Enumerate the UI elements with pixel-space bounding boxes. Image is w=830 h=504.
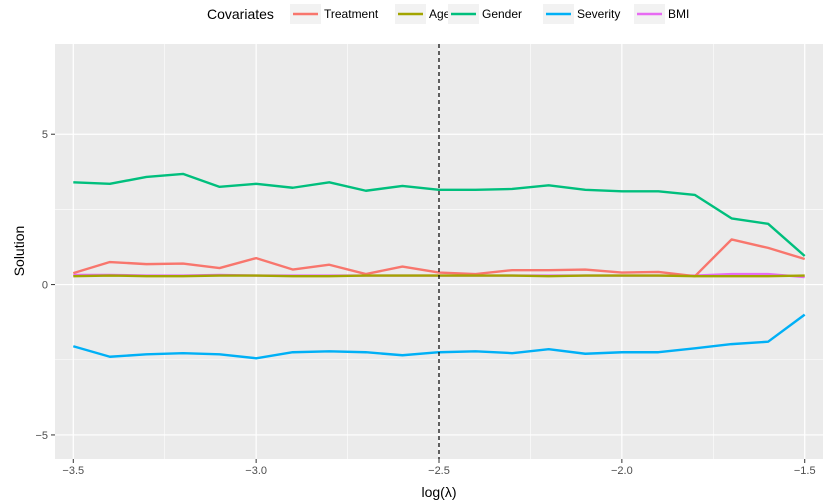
x-tick-label: −1.5 (794, 465, 816, 477)
y-axis-ticks: −5 0 5 (35, 129, 55, 442)
x-tick-label: −3.0 (245, 465, 267, 477)
legend-label-gender: Gender (482, 7, 522, 21)
y-axis-title: Solution (11, 226, 27, 277)
legend: Covariates Treatment Age Gender Severity BMI (207, 4, 689, 24)
x-axis-ticks: −3.5 −3.0 −2.5 −2.0 −1.5 (62, 459, 816, 477)
legend-label-age: Age (429, 7, 451, 21)
y-tick-label: 5 (42, 129, 48, 141)
y-tick-label: −5 (35, 430, 48, 442)
series-line-gender (73, 172, 806, 257)
x-tick-label: −2.0 (611, 465, 633, 477)
y-tick-label: 0 (42, 280, 48, 292)
legend-label-bmi: BMI (668, 7, 689, 21)
x-tick-label: −2.5 (428, 465, 450, 477)
x-axis-title: log(λ) (421, 484, 456, 500)
series-line-treatment (72, 238, 806, 278)
major-gridlines (55, 44, 823, 459)
legend-title: Covariates (207, 6, 274, 22)
legend-label-treatment: Treatment (324, 7, 379, 21)
legend-label-severity: Severity (577, 7, 620, 21)
x-tick-label: −3.5 (62, 465, 84, 477)
